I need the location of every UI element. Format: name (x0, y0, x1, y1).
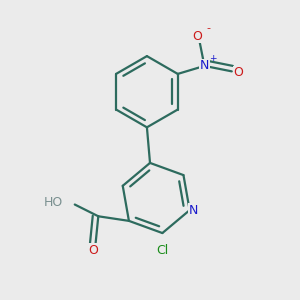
Text: +: + (209, 54, 217, 63)
Text: N: N (200, 59, 209, 72)
Text: -: - (206, 23, 210, 33)
Text: O: O (193, 30, 202, 43)
Text: Cl: Cl (156, 244, 169, 256)
Text: N: N (189, 204, 198, 217)
Text: O: O (88, 244, 98, 257)
Text: O: O (234, 66, 244, 80)
Text: HO: HO (44, 196, 63, 208)
